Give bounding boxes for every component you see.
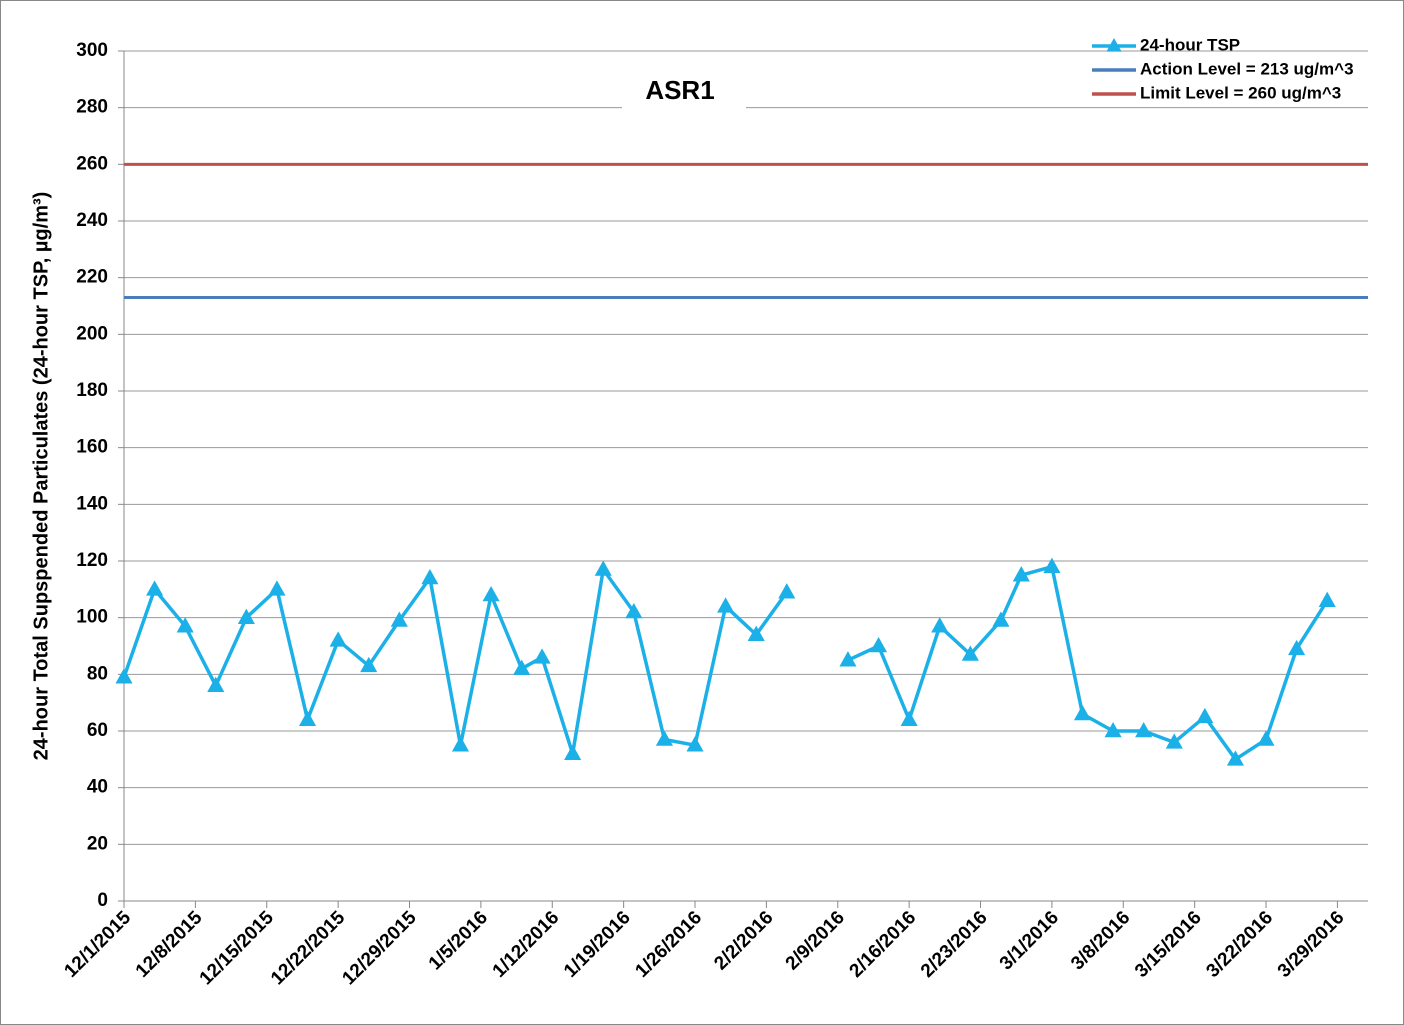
y-tick-label: 0 xyxy=(97,890,108,911)
y-tick-label: 20 xyxy=(87,833,108,854)
y-tick-label: 200 xyxy=(76,323,108,344)
marker xyxy=(870,637,888,653)
marker xyxy=(1226,750,1244,766)
marker xyxy=(1288,639,1306,656)
marker xyxy=(1135,722,1153,738)
marker xyxy=(839,651,857,667)
marker xyxy=(1043,557,1061,573)
marker xyxy=(533,648,551,664)
marker xyxy=(778,583,796,599)
y-tick-label: 60 xyxy=(87,720,108,741)
y-tick-label: 100 xyxy=(76,607,108,628)
marker xyxy=(1196,707,1214,724)
marker xyxy=(1104,722,1122,738)
marker xyxy=(207,676,225,692)
legend-marker xyxy=(1106,38,1122,52)
y-tick-label: 260 xyxy=(76,153,108,174)
title-background xyxy=(622,70,746,114)
y-tick-label: 120 xyxy=(76,550,108,571)
marker xyxy=(268,580,286,596)
marker xyxy=(961,645,979,661)
marker xyxy=(717,597,735,613)
marker xyxy=(115,668,133,684)
chart-title: ASR1 xyxy=(645,75,714,105)
y-axis-label: 24-hour Total Supspended Particulates (2… xyxy=(30,192,52,761)
marker xyxy=(360,656,378,673)
marker xyxy=(594,560,612,576)
y-tick-label: 220 xyxy=(76,267,108,288)
y-tick-label: 300 xyxy=(76,40,108,61)
marker xyxy=(931,617,949,633)
legend-label: Action Level = 213 ug/m^3 xyxy=(1140,59,1354,78)
y-tick-label: 240 xyxy=(76,210,108,231)
marker xyxy=(900,710,918,726)
marker xyxy=(329,631,347,647)
marker xyxy=(686,736,704,752)
marker xyxy=(1073,705,1092,721)
marker xyxy=(655,730,673,746)
marker xyxy=(237,608,255,624)
marker xyxy=(451,736,470,752)
marker xyxy=(747,625,765,641)
marker xyxy=(1012,566,1030,582)
legend-label: Limit Level = 260 ug/m^3 xyxy=(1140,83,1341,102)
marker xyxy=(564,744,582,760)
y-tick-label: 280 xyxy=(76,97,108,118)
marker xyxy=(1165,733,1183,749)
marker xyxy=(390,611,408,627)
marker xyxy=(146,580,164,596)
marker xyxy=(482,586,500,602)
marker xyxy=(1257,730,1275,746)
marker xyxy=(992,611,1010,627)
marker xyxy=(176,617,194,633)
marker xyxy=(625,603,643,619)
marker xyxy=(298,710,317,726)
y-tick-label: 140 xyxy=(76,493,108,514)
y-tick-label: 180 xyxy=(76,380,108,401)
y-tick-label: 160 xyxy=(76,437,108,458)
marker xyxy=(1318,591,1336,607)
y-tick-label: 40 xyxy=(87,777,108,798)
marker xyxy=(513,659,531,675)
y-tick-label: 80 xyxy=(87,663,108,684)
legend-label: 24-hour TSP xyxy=(1140,35,1240,54)
marker xyxy=(421,569,439,585)
